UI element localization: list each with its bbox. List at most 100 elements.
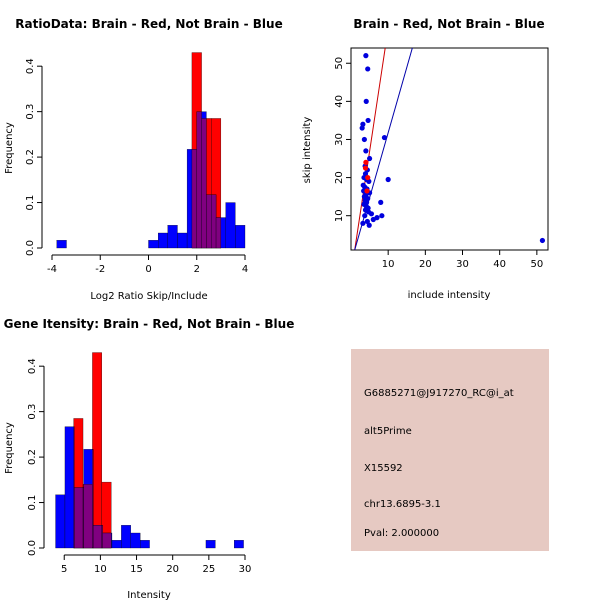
ratio-not-brain-bar (177, 232, 188, 249)
ratio-not-brain-bar (56, 240, 67, 249)
accession-text: X15592 (364, 463, 403, 474)
intensity-x-tick-label: 30 (239, 564, 252, 575)
scatter-plot-box (350, 47, 549, 251)
intensity-y-tick-label: 0.2 (27, 449, 38, 465)
scatter-not-brain-point (366, 222, 372, 228)
ratio-not-brain-bar (157, 232, 168, 249)
intensity-y-tick-label: 0.0 (27, 540, 38, 556)
scatter-not-brain-point (379, 213, 385, 219)
intensity-overlap-bar (92, 449, 94, 549)
scatter-not-brain-point (381, 134, 388, 141)
intensity-not-brain-bar (121, 525, 131, 549)
ratio-not-brain-bar (167, 225, 178, 249)
gene-info-panel: G6885271@J917270_RC@i_at alt5Prime X1559… (351, 349, 549, 551)
scatter-y-tick-label: 20 (334, 171, 345, 184)
scatter-fit-line (354, 47, 413, 251)
ratio-overlap-bar (211, 194, 217, 249)
intensity-not-brain-bar (140, 540, 150, 549)
scatter-not-brain-point (385, 176, 391, 183)
scatter-not-brain-point (362, 213, 368, 219)
ratio-overlap-bar (196, 111, 202, 249)
scatter-not-brain-point (363, 148, 369, 154)
intensity-not-brain-bar (111, 540, 122, 549)
intensity-y-tick-label: 0.3 (27, 404, 38, 420)
intensity-x-tick-label: 5 (61, 564, 67, 575)
scatter-axes: 10 20 30 40 50 10 20 30 40 50 (334, 57, 543, 270)
scatter-brain-point (363, 159, 369, 165)
ratio-x-tick-label: -4 (47, 264, 57, 275)
scatter-y-tick-label: 30 (334, 133, 345, 146)
scatter-not-brain-point (360, 220, 366, 226)
scatter-not-brain-point (363, 53, 369, 59)
ratio-not-brain-bar (225, 202, 236, 249)
ratio-y-tick-label: 0.1 (25, 195, 36, 211)
scatter-not-brain-point (374, 215, 380, 221)
intensity-overlap-bar (102, 532, 112, 549)
scatter-fit-line (354, 47, 386, 251)
intensity-overlap-bar (83, 484, 93, 549)
scatter-xlabel: include intensity (408, 290, 491, 301)
scatter-x-tick-label: 40 (493, 259, 506, 270)
intensity-x-tick-label: 10 (94, 564, 107, 575)
intensity-histogram-ylabel: Frequency (4, 422, 15, 474)
scatter-brain-point (362, 165, 369, 171)
scatter-points (359, 53, 546, 244)
intensity-not-brain-bar (64, 426, 75, 549)
ratio-y-tick-label: 0.3 (25, 104, 36, 120)
intensity-overlap-bar (93, 525, 102, 549)
ratio-x-tick-label: -2 (95, 264, 105, 275)
scatter-x-tick-label: 30 (456, 259, 469, 270)
scatter-not-brain-point (378, 199, 384, 205)
scatter-not-brain-point (361, 136, 367, 143)
scatter-x-tick-label: 10 (382, 259, 395, 270)
intensity-not-brain-bar (234, 540, 244, 549)
ratio-histogram-xlabel: Log2 Ratio Skip/Include (90, 291, 207, 302)
scatter-not-brain-point (365, 66, 371, 72)
intensity-histogram-bars (55, 352, 244, 549)
intensity-brain-bar (92, 352, 102, 549)
ratio-y-tick-label: 0.4 (25, 58, 36, 74)
ratio-histogram-title: RatioData: Brain - Red, Not Brain - Blue (15, 17, 282, 31)
scatter-y-tick-label: 50 (334, 57, 345, 70)
ratio-x-tick-label: 4 (242, 264, 248, 275)
ratio-overlap-bar (191, 149, 197, 249)
scatter-y-tick-label: 40 (334, 95, 345, 108)
ratio-x-tick-label: 0 (145, 264, 151, 275)
scatter-not-brain-point (366, 155, 373, 162)
ratio-not-brain-bar (148, 240, 159, 249)
intensity-not-brain-bar (55, 494, 66, 549)
ratio-overlap-bar (201, 118, 207, 249)
intensity-y-tick-label: 0.1 (27, 495, 38, 511)
event-type-text: alt5Prime (364, 426, 412, 437)
probe-id-text: G6885271@J917270_RC@i_at (364, 388, 514, 399)
scatter-fit-lines (354, 47, 413, 251)
pval-text: Pval: 2.000000 (364, 528, 439, 539)
ratio-y-tick-label: 0.0 (25, 240, 36, 256)
scatter-not-brain-point (365, 117, 371, 124)
scatter-ylabel: skip intensity (302, 117, 313, 184)
ratio-histogram: RatioData: Brain - Red, Not Brain - Blue… (4, 17, 283, 302)
intensity-histogram: Gene Itensity: Brain - Red, Not Brain - … (4, 317, 295, 600)
ratio-not-brain-bar (235, 225, 246, 249)
intensity-x-tick-label: 15 (130, 564, 143, 575)
scatter-not-brain-point (368, 211, 375, 217)
ratio-histogram-ylabel: Frequency (4, 122, 15, 174)
ratio-x-tick-label: 2 (194, 264, 200, 275)
scatter-x-tick-label: 20 (419, 259, 432, 270)
ratio-y-tick-label: 0.2 (25, 149, 36, 165)
intensity-histogram-axes: 5 10 15 20 25 30 0.0 0.1 0.2 0.3 0.4 (27, 358, 251, 575)
intensity-y-tick-label: 0.4 (27, 358, 38, 374)
intensity-overlap-bar (73, 426, 75, 549)
scatter-y-tick-label: 10 (334, 209, 345, 222)
intensity-not-brain-bar (205, 540, 216, 549)
scatter-not-brain-point (539, 237, 546, 244)
gene-info-background (351, 349, 549, 551)
intensity-x-tick-label: 20 (166, 564, 179, 575)
ratio-overlap-bar (206, 194, 212, 249)
intensity-x-tick-label: 25 (202, 564, 215, 575)
ratio-histogram-bars (56, 52, 246, 249)
scatter-title: Brain - Red, Not Brain - Blue (353, 17, 544, 31)
location-text: chr13.6895-3.1 (364, 499, 441, 510)
ratio-histogram-axes: -4 -2 0 2 4 0.0 0.1 0.2 0.3 0.4 (25, 58, 248, 275)
